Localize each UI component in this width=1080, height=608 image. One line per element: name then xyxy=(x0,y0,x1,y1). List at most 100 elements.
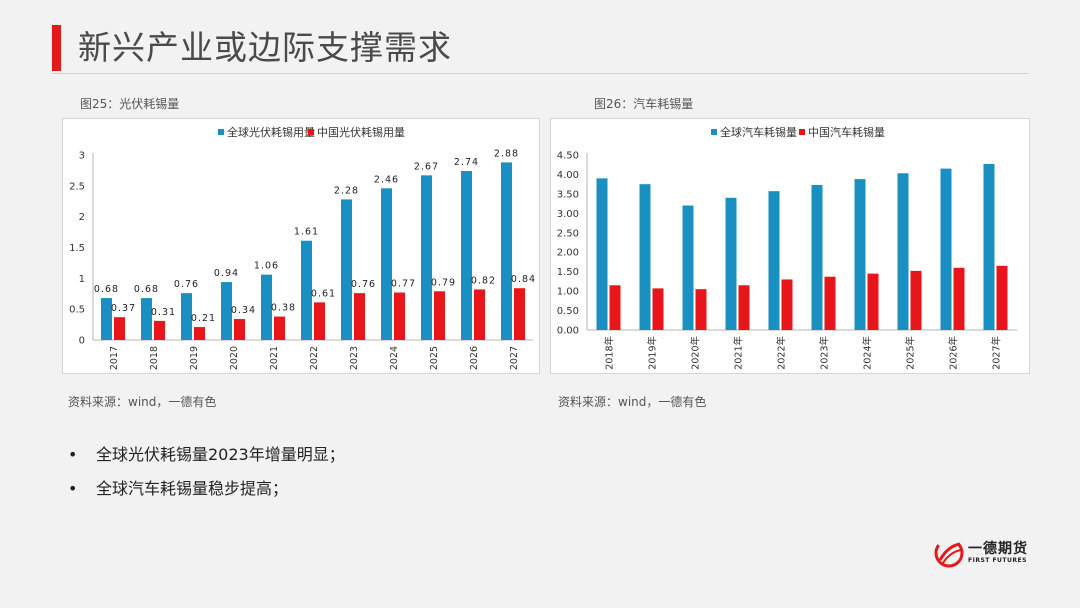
x-tick-label: 2020 xyxy=(229,346,240,370)
x-tick-label: 2018 xyxy=(149,346,160,370)
data-label: 0.76 xyxy=(351,279,376,290)
chart-pv-svg: 全球光伏耗锡用量 中国光伏耗锡用量 0 0.5 1 1.5 2 2.5 3 0.68 0.37 201… xyxy=(69,125,536,370)
data-label: 0.31 xyxy=(151,307,176,318)
chart-auto: 全球汽车耗锡量 中国汽车耗锡量 0.00 0.50 1.00 1.50 2.00 2.50 3.… xyxy=(550,118,1030,374)
bar xyxy=(194,327,205,340)
data-label: 0.77 xyxy=(391,279,416,290)
legend-swatch xyxy=(218,129,224,135)
y-tick-label: 0.00 xyxy=(557,326,579,337)
logo-name: 一德期货 xyxy=(968,541,1028,557)
bar xyxy=(811,184,823,330)
bar xyxy=(234,319,245,340)
bar xyxy=(596,178,608,330)
x-tick-label: 2018年 xyxy=(604,336,616,370)
legend-label: 全球光伏耗锡用量 xyxy=(227,125,315,139)
bullet-list: • 全球光伏耗锡量2023年增量明显； • 全球汽车耗锡量稳步提高； xyxy=(68,438,345,506)
bar xyxy=(461,171,472,340)
figure-caption-auto: 图26：汽车耗锡量 xyxy=(594,97,694,111)
data-label: 0.68 xyxy=(94,284,119,295)
y-tick-label: 1.5 xyxy=(69,243,85,254)
bar xyxy=(101,298,112,340)
x-tick-label: 2020年 xyxy=(690,336,702,370)
x-tick-label: 2019 xyxy=(189,346,200,370)
y-tick-label: 0.5 xyxy=(69,305,85,316)
bar xyxy=(274,316,285,340)
x-tick-label: 2026 xyxy=(469,346,480,370)
title-divider xyxy=(52,73,1028,74)
data-label: 0.84 xyxy=(511,274,536,285)
bar xyxy=(181,293,192,340)
data-label: 0.79 xyxy=(431,277,456,288)
bar xyxy=(354,293,365,340)
y-tick-label: 4.50 xyxy=(557,151,579,162)
legend-swatch xyxy=(711,129,717,135)
y-tick-label: 2 xyxy=(79,212,85,223)
company-logo: 一德期货 FIRST FUTURES xyxy=(934,536,1034,570)
data-label: 0.37 xyxy=(111,303,136,314)
bar xyxy=(301,240,312,340)
bar xyxy=(221,282,232,340)
bar xyxy=(695,289,707,330)
bar xyxy=(996,265,1008,330)
bar xyxy=(341,199,352,340)
legend-label: 中国汽车耗锡量 xyxy=(808,125,885,139)
bar xyxy=(434,291,445,340)
data-label: 0.94 xyxy=(214,268,239,279)
legend-swatch xyxy=(308,129,314,135)
data-label: 2.28 xyxy=(334,185,359,196)
bar xyxy=(768,191,780,330)
data-label: 2.88 xyxy=(494,148,519,159)
legend-swatch xyxy=(799,129,805,135)
data-label: 0.34 xyxy=(231,305,256,316)
title-accent-bar xyxy=(52,25,61,71)
data-label: 1.06 xyxy=(254,261,279,272)
x-tick-label: 2027年 xyxy=(991,336,1003,370)
bullet-marker: • xyxy=(68,445,78,464)
bar xyxy=(154,320,165,340)
bar xyxy=(141,298,152,340)
x-tick-label: 2024年 xyxy=(862,336,874,370)
bar xyxy=(781,279,793,330)
data-label: 1.61 xyxy=(294,227,319,238)
bar xyxy=(394,292,405,340)
y-tick-label: 2.50 xyxy=(557,228,579,239)
x-tick-label: 2023 xyxy=(349,346,360,370)
bullet-text: 全球光伏耗锡量2023年增量明显； xyxy=(96,445,345,464)
page-title: 新兴产业或边际支撑需求 xyxy=(78,28,452,67)
data-label: 2.67 xyxy=(414,161,439,172)
y-tick-label: 1.00 xyxy=(557,287,579,298)
bar xyxy=(824,276,836,330)
bullet-marker: • xyxy=(68,479,78,498)
bar xyxy=(514,288,525,340)
bar xyxy=(652,288,664,330)
x-tick-label: 2022年 xyxy=(776,336,788,370)
y-tick-label: 2.00 xyxy=(557,248,579,259)
y-tick-label: 1.50 xyxy=(557,267,579,278)
bar xyxy=(609,285,621,330)
x-tick-label: 2027 xyxy=(509,346,520,370)
x-tick-label: 2017 xyxy=(109,346,120,370)
bullet-item: • 全球汽车耗锡量稳步提高； xyxy=(68,472,345,506)
y-tick-label: 3 xyxy=(79,151,85,162)
y-tick-label: 0 xyxy=(79,336,85,347)
bar xyxy=(897,173,909,330)
logo-emblem-icon xyxy=(934,538,964,568)
bar xyxy=(854,179,866,330)
bar xyxy=(682,205,694,330)
bar xyxy=(940,168,952,330)
bar xyxy=(953,267,965,330)
y-tick-label: 3.50 xyxy=(557,189,579,200)
chart-pv: 全球光伏耗锡用量 中国光伏耗锡用量 0 0.5 1 1.5 2 2.5 3 0.68 0.37 201… xyxy=(62,118,540,374)
x-tick-label: 2025年 xyxy=(905,336,917,370)
chart-auto-svg: 全球汽车耗锡量 中国汽车耗锡量 0.00 0.50 1.00 1.50 2.00 2.50 3.… xyxy=(557,125,1017,370)
bar xyxy=(381,188,392,340)
source-note-pv: 资料来源：wind，一德有色 xyxy=(68,395,217,409)
data-label: 2.74 xyxy=(454,157,479,168)
source-note-auto: 资料来源：wind，一德有色 xyxy=(558,395,707,409)
data-label: 2.46 xyxy=(374,174,399,185)
data-label: 0.38 xyxy=(271,303,296,314)
bar xyxy=(910,270,922,330)
x-tick-label: 2023年 xyxy=(819,336,831,370)
y-tick-label: 0.50 xyxy=(557,306,579,317)
y-tick-label: 2.5 xyxy=(69,181,85,192)
